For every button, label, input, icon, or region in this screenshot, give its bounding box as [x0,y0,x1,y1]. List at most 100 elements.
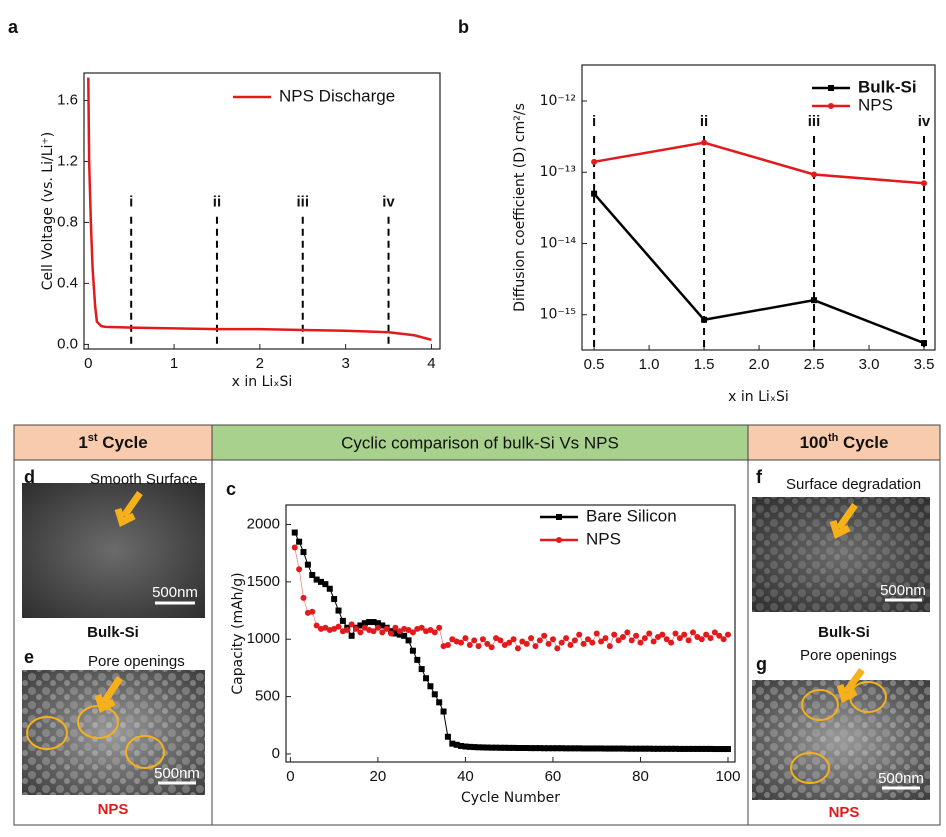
data-point [650,745,657,752]
data-point [593,630,600,637]
bottom-frame: 1st Cycle Cyclic comparison of bulk-Si V… [13,424,941,826]
data-point [291,544,298,551]
header-right [747,424,941,461]
data-point [554,745,561,752]
y-tick-label: 1.2 [57,152,78,169]
header-left [13,424,213,461]
annotation: Surface degradation [786,476,921,493]
legend-label: Bulk-Si [858,77,917,96]
data-point [724,631,731,638]
data-point [514,745,521,752]
data-point [409,629,416,636]
data-point [567,641,574,648]
data-point [668,745,675,752]
data-point [598,745,605,752]
data-point [484,640,491,647]
data-point [444,641,451,648]
marker-label: iv [918,113,931,130]
data-point [458,742,465,749]
data-point [431,629,438,636]
data-point [409,647,416,654]
data-point [536,745,543,752]
data-point [545,745,552,752]
data-point [589,639,596,646]
legend-label: Bare Silicon [586,506,677,525]
data-point [427,683,434,690]
data-point [471,637,478,644]
data-point [672,630,679,637]
data-point [318,578,325,585]
data-point [361,620,368,627]
data-point [558,639,565,646]
marker-label: iii [296,194,309,211]
sem-image [22,483,205,618]
x-tick-label: 100 [715,768,740,785]
x-tick-label: 60 [545,768,562,785]
data-point [563,635,570,642]
panel-letter: f [756,467,763,487]
data-point [475,643,482,650]
annotation: Smooth Surface [90,471,198,488]
data-point [701,316,708,323]
data-point [698,636,705,643]
data-point [571,637,578,644]
data-point [584,636,591,643]
data-point [296,566,303,573]
data-point [497,744,504,751]
right-images: f Surface degradation 500nm Bulk-Si g Po… [752,467,930,821]
data-point [663,745,670,752]
data-point [624,629,631,636]
x-tick-label: 0 [84,355,92,372]
y-tick-label: 10⁻¹⁴ [540,235,577,251]
data-point [921,180,928,187]
arrow [114,491,143,527]
data-point [300,549,307,556]
data-point [519,745,526,752]
left-images: d Smooth Surface 500nm Bulk-Si e Pore op… [22,467,205,818]
panel-letter: g [756,654,767,674]
chart: a 0 1 2 3 4 0.0 0.4 0.8 1.2 1.6 x in LiₓSi Cell Volt… [8,17,441,390]
data-point [405,637,412,644]
marker-label: i [592,113,596,130]
y-tick-label: 1.6 [57,91,78,108]
data-point [921,340,928,347]
data-point [663,636,670,643]
data-point [401,632,408,639]
y-tick-label: 0.0 [57,335,78,352]
sample-label: Bulk-Si [87,624,139,641]
data-point [514,645,521,652]
data-point [396,631,403,638]
data-point [322,581,329,588]
data-point [593,745,600,752]
y-axis-label: Capacity (mAh/g) [230,572,246,694]
y-tick-label: 2000 [247,515,280,532]
data-point [549,636,556,643]
x-axis-label: x in LiₓSi [728,389,789,405]
series-line [87,77,432,342]
data-point [444,733,451,740]
y-tick-label: 500 [255,688,280,705]
data-point [611,631,618,638]
legend-label: NPS [586,529,621,548]
data-point [532,643,539,650]
data-point [707,635,714,642]
data-point [370,619,377,626]
marker-label: iii [808,113,821,130]
marker-label: i [129,194,133,211]
data-point [348,621,355,628]
data-point [440,708,447,715]
scale-text: 500nm [880,582,926,599]
data-point [357,622,364,629]
data-point [304,561,311,568]
data-point [348,632,355,639]
data-point [357,629,364,636]
y-tick-label: 0.4 [57,274,78,291]
data-point [598,638,605,645]
x-tick-label: 3.0 [859,356,880,373]
data-point [370,628,377,635]
data-point [711,746,718,753]
data-point [291,529,298,536]
x-axis-label: Cycle Number [461,790,560,806]
data-point [563,745,570,752]
x-tick-label: 3.5 [914,356,935,373]
